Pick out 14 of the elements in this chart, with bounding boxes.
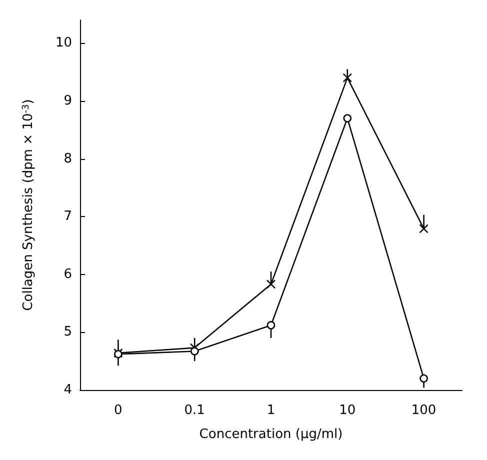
x-tick-label: 10 <box>339 403 356 418</box>
y-tick-label: 9 <box>64 93 72 108</box>
y-axis-title: Collagen Synthesis (dpm × 10-3) <box>21 99 36 311</box>
x-tick-label: 100 <box>411 403 436 418</box>
x-tick-label: 0 <box>114 403 122 418</box>
y-tick-label: 8 <box>64 151 72 166</box>
y-tick-label: 5 <box>64 324 72 340</box>
y-tick-label: 6 <box>64 266 72 282</box>
x-axis-title: Concentration (μg/ml) <box>199 427 343 442</box>
y-tick-label: 4 <box>64 382 72 398</box>
x-tick-label: 1 <box>266 403 276 418</box>
y-tick-label: 7 <box>64 209 72 224</box>
y-tick-label: 10 <box>55 36 72 51</box>
x-tick-label: 0.1 <box>184 403 205 418</box>
